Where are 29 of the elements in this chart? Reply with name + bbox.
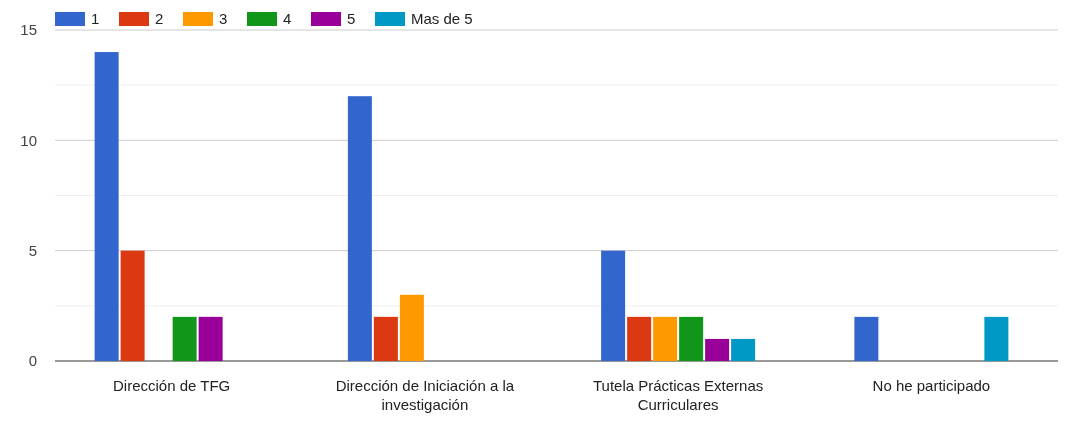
bar (399, 294, 424, 361)
bar (984, 316, 1009, 361)
legend-label: 3 (219, 10, 228, 28)
bar (94, 52, 119, 361)
bar (653, 316, 678, 361)
x-tick-label: Dirección de Iniciación a la investigación (335, 377, 515, 413)
bar (601, 250, 626, 361)
y-tick-label: 10 (20, 131, 37, 149)
x-tick-label: No he participado (872, 377, 991, 394)
x-tick-label: Dirección de TFG (112, 377, 231, 394)
bar (120, 250, 145, 361)
bar (854, 316, 879, 361)
bar (347, 96, 372, 361)
bar (731, 338, 756, 361)
legend-label: Mas de 5 (411, 10, 473, 28)
y-tick-label: 5 (28, 241, 37, 259)
legend-label: 4 (283, 10, 292, 28)
bar (705, 338, 730, 361)
bar (627, 316, 652, 361)
y-tick-label: 0 (28, 352, 37, 370)
x-tick-label: Tutela Prácticas Externas Curriculares (592, 377, 764, 413)
bar (172, 316, 197, 361)
legend-label: 2 (155, 10, 164, 28)
bar (373, 316, 398, 361)
y-tick-label: 15 (20, 21, 37, 39)
legend-label: 1 (91, 10, 100, 28)
bar (679, 316, 704, 361)
bar (198, 316, 223, 361)
legend-label: 5 (347, 10, 356, 28)
